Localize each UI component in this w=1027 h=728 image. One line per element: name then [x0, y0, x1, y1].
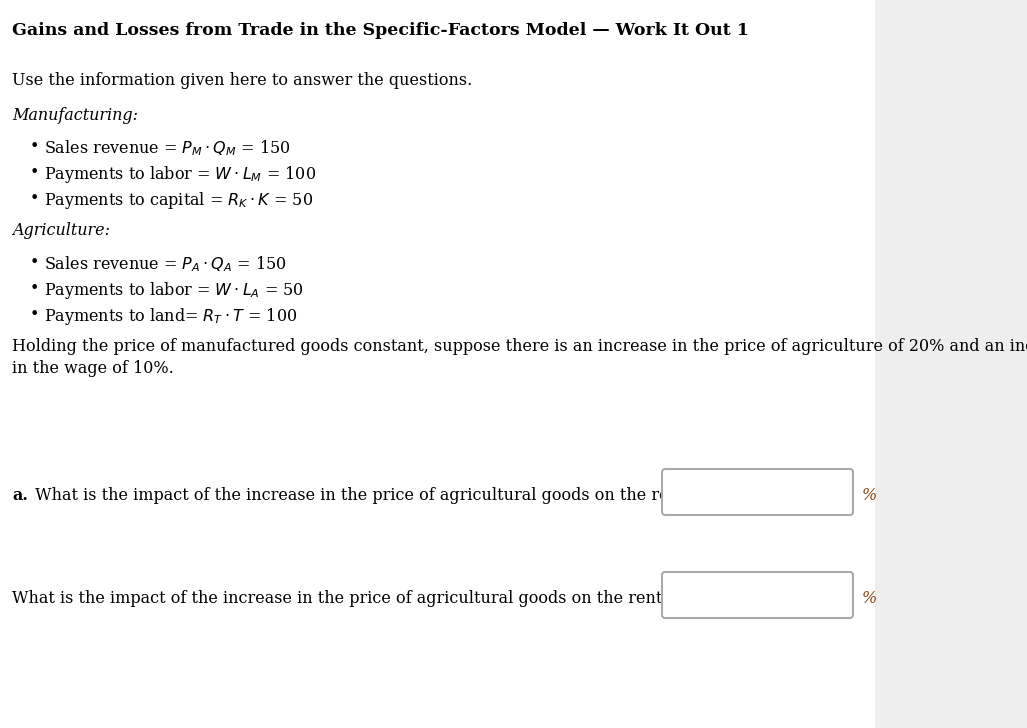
Text: Sales revenue = $P_M \cdot Q_M$ = 150: Sales revenue = $P_M \cdot Q_M$ = 150	[44, 138, 291, 158]
Text: •: •	[30, 280, 39, 297]
Text: Use the information given here to answer the questions.: Use the information given here to answer…	[12, 72, 472, 89]
Text: •: •	[30, 190, 39, 207]
Text: Sales revenue = $P_A \cdot Q_A$ = 150: Sales revenue = $P_A \cdot Q_A$ = 150	[44, 254, 287, 274]
FancyBboxPatch shape	[662, 572, 853, 618]
Text: %: %	[862, 590, 877, 607]
Text: Payments to land= $R_T \cdot T$ = 100: Payments to land= $R_T \cdot T$ = 100	[44, 306, 298, 327]
FancyBboxPatch shape	[662, 469, 853, 515]
Text: Agriculture:: Agriculture:	[12, 222, 110, 239]
Text: •: •	[30, 138, 39, 155]
Text: Payments to capital = $R_K \cdot K$ = 50: Payments to capital = $R_K \cdot K$ = 50	[44, 190, 313, 211]
Text: •: •	[30, 306, 39, 323]
Text: What is the impact of the increase in the price of agricultural goods on the ren: What is the impact of the increase in th…	[12, 590, 771, 607]
Bar	[0, 0, 875, 728]
Text: Manufacturing:: Manufacturing:	[12, 107, 138, 124]
Text: What is the impact of the increase in the price of agricultural goods on the ren: What is the impact of the increase in th…	[30, 487, 774, 504]
Text: Holding the price of manufactured goods constant, suppose there is an increase i: Holding the price of manufactured goods …	[12, 338, 1027, 355]
Text: a.: a.	[12, 487, 28, 504]
Text: Payments to labor = $W \cdot L_M$ = 100: Payments to labor = $W \cdot L_M$ = 100	[44, 164, 316, 185]
Text: •: •	[30, 254, 39, 271]
Text: in the wage of 10%.: in the wage of 10%.	[12, 360, 174, 377]
Text: %: %	[862, 487, 877, 504]
Text: Gains and Losses from Trade in the Specific-Factors Model — Work It Out 1: Gains and Losses from Trade in the Speci…	[12, 22, 749, 39]
Text: Payments to labor = $W \cdot L_A$ = 50: Payments to labor = $W \cdot L_A$ = 50	[44, 280, 304, 301]
Text: •: •	[30, 164, 39, 181]
